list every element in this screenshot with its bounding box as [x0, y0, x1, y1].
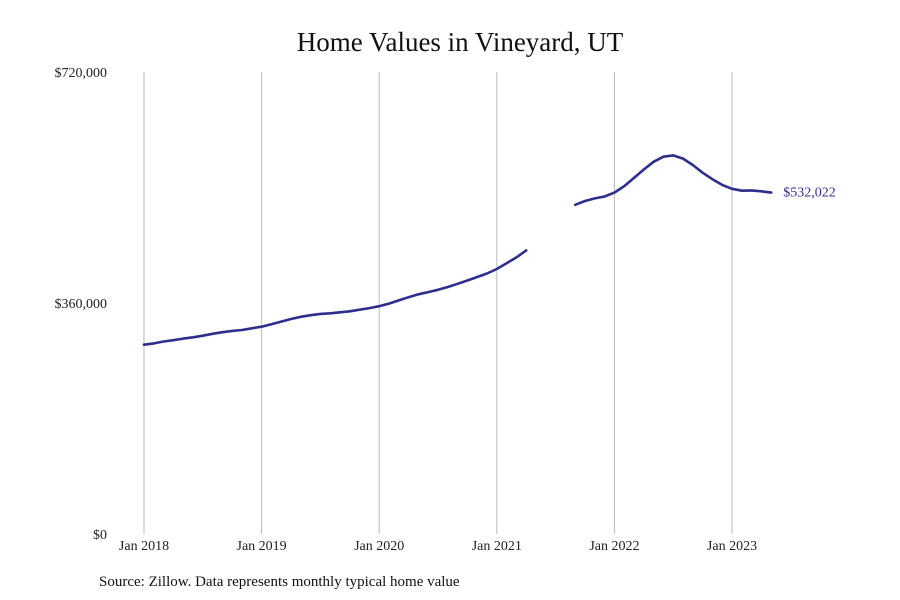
y-tick-label: $720,000	[55, 66, 108, 81]
series-line-segment	[142, 249, 528, 346]
source-note: Source: Zillow. Data represents monthly …	[99, 574, 460, 590]
y-tick-label: $0	[93, 528, 107, 543]
grid-layer	[143, 72, 733, 534]
series-line-segment	[573, 154, 773, 207]
x-tick-label: Jan 2020	[354, 539, 404, 554]
line-layer	[142, 154, 773, 346]
x-tick-label: Jan 2018	[119, 539, 169, 554]
label-layer: Jan 2018 Jan 2019 Jan 2020 Jan 2021 Jan 2022…	[55, 66, 836, 554]
x-tick-label: Jan 2022	[589, 539, 639, 554]
x-tick-label: Jan 2023	[707, 539, 757, 554]
end-value-label: $532,022	[783, 186, 836, 201]
x-tick-label: Jan 2019	[237, 539, 287, 554]
chart-title: Home Values in Vineyard, UT	[297, 27, 624, 57]
y-tick-label: $360,000	[55, 297, 108, 312]
x-tick-label: Jan 2021	[472, 539, 522, 554]
